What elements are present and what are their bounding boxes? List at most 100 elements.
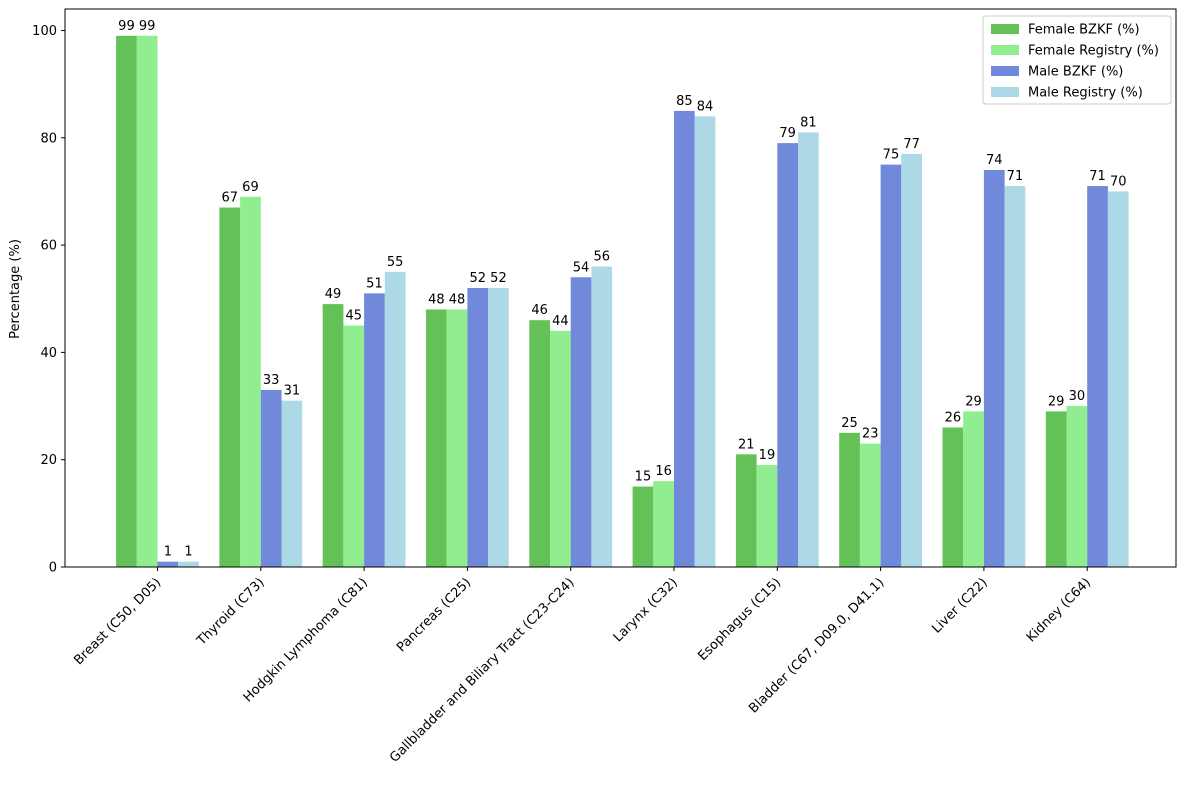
x-tick-label-4: Gallbladder and Biliary Tract (C23-C24) bbox=[387, 575, 577, 765]
x-tick-label-9: Kidney (C64) bbox=[1024, 575, 1094, 645]
bar-2-2 bbox=[240, 196, 261, 568]
bar-2-6 bbox=[653, 481, 674, 567]
value-label-3-10: 71 bbox=[1089, 169, 1106, 184]
bar-2-1 bbox=[136, 35, 158, 567]
value-label-3-1: 1 bbox=[164, 545, 172, 560]
bar-3-5 bbox=[570, 277, 592, 567]
y-tick-label-5: 100 bbox=[32, 24, 57, 39]
legend-swatch-1 bbox=[991, 24, 1019, 34]
bar-3-6 bbox=[674, 110, 695, 567]
value-label-2-2: 69 bbox=[242, 180, 259, 195]
value-label-3-3: 51 bbox=[366, 276, 383, 291]
value-label-2-8: 23 bbox=[862, 427, 879, 442]
bar-1-6 bbox=[632, 486, 654, 567]
bar-2-9 bbox=[963, 411, 984, 567]
bar-1-5 bbox=[529, 320, 550, 567]
x-tick-label-6: Esophagus (C15) bbox=[695, 575, 784, 664]
value-label-2-9: 29 bbox=[965, 394, 982, 409]
legend-label-3: Male BZKF (%) bbox=[1028, 65, 1123, 80]
y-tick-label-4: 80 bbox=[40, 131, 57, 146]
bar-1-9 bbox=[942, 427, 964, 567]
bar-4-4 bbox=[488, 288, 509, 567]
bars-layer bbox=[116, 35, 1129, 568]
value-label-1-3: 49 bbox=[325, 287, 342, 302]
bar-1-10 bbox=[1045, 411, 1067, 567]
value-label-1-7: 21 bbox=[738, 437, 755, 452]
value-label-3-4: 52 bbox=[469, 271, 486, 286]
value-label-1-10: 29 bbox=[1048, 394, 1065, 409]
value-label-1-6: 15 bbox=[635, 470, 652, 485]
value-label-3-5: 54 bbox=[573, 260, 590, 275]
bar-4-9 bbox=[1004, 186, 1026, 567]
x-tick-label-8: Liver (C22) bbox=[929, 575, 990, 636]
value-label-1-8: 25 bbox=[841, 416, 858, 431]
bar-2-8 bbox=[859, 443, 881, 567]
legend-swatch-2 bbox=[991, 45, 1019, 55]
bar-3-3 bbox=[364, 293, 385, 567]
bar-4-10 bbox=[1107, 191, 1129, 568]
bar-4-6 bbox=[694, 116, 716, 567]
bar-3-4 bbox=[467, 288, 489, 567]
value-label-2-5: 44 bbox=[552, 314, 569, 329]
value-label-4-5: 56 bbox=[593, 250, 610, 265]
bar-3-10 bbox=[1087, 186, 1108, 567]
bar-4-7 bbox=[798, 132, 819, 567]
y-tick-label-3: 60 bbox=[40, 239, 57, 254]
value-label-2-3: 45 bbox=[345, 309, 362, 324]
value-label-4-10: 70 bbox=[1110, 174, 1127, 189]
value-label-4-4: 52 bbox=[490, 271, 507, 286]
value-label-3-7: 79 bbox=[779, 126, 796, 141]
value-label-3-8: 75 bbox=[883, 148, 900, 163]
value-label-3-2: 33 bbox=[263, 373, 280, 388]
bar-1-4 bbox=[426, 309, 447, 567]
plot-frame bbox=[64, 8, 1177, 568]
value-label-3-9: 74 bbox=[986, 153, 1003, 168]
value-label-1-1: 99 bbox=[118, 19, 135, 34]
value-label-2-7: 19 bbox=[759, 448, 776, 463]
value-label-2-4: 48 bbox=[449, 292, 466, 307]
bar-4-3 bbox=[384, 271, 406, 567]
bar-1-2 bbox=[219, 207, 241, 567]
legend-swatch-4 bbox=[991, 87, 1019, 97]
value-label-2-1: 99 bbox=[139, 19, 156, 34]
y-tick-label-1: 20 bbox=[40, 453, 57, 468]
bar-1-8 bbox=[839, 432, 860, 567]
value-label-4-6: 84 bbox=[697, 99, 714, 114]
bar-4-2 bbox=[281, 400, 303, 567]
x-tick-label-5: Larynx (C32) bbox=[611, 575, 681, 645]
bar-1-7 bbox=[735, 454, 757, 567]
bar-4-8 bbox=[901, 153, 922, 567]
value-label-1-9: 26 bbox=[945, 411, 962, 426]
bar-1-3 bbox=[322, 304, 344, 567]
bar-3-9 bbox=[983, 169, 1005, 567]
value-label-4-9: 71 bbox=[1007, 169, 1024, 184]
bar-3-2 bbox=[260, 389, 282, 567]
x-tick-label-1: Thyroid (C73) bbox=[194, 575, 268, 649]
x-tick-label-0: Breast (C50, D05) bbox=[71, 575, 164, 668]
bar-3-1 bbox=[157, 561, 179, 567]
value-label-2-6: 16 bbox=[655, 464, 672, 479]
value-label-4-8: 77 bbox=[903, 137, 920, 152]
y-axis-label: Percentage (%) bbox=[8, 239, 23, 339]
bar-2-3 bbox=[343, 325, 365, 567]
value-label-1-5: 46 bbox=[531, 303, 548, 318]
value-label-4-2: 31 bbox=[284, 384, 301, 399]
legend-box bbox=[982, 15, 1172, 105]
value-label-4-3: 55 bbox=[387, 255, 404, 270]
value-label-3-6: 85 bbox=[676, 94, 693, 109]
bar-4-1 bbox=[178, 561, 199, 567]
bar-4-5 bbox=[591, 266, 613, 567]
bar-2-10 bbox=[1066, 406, 1088, 567]
legend-label-2: Female Registry (%) bbox=[1028, 44, 1159, 59]
bar-2-7 bbox=[756, 465, 778, 567]
legend: Female BZKF (%) Female Registry (%) Male B… bbox=[982, 15, 1172, 105]
bar-2-4 bbox=[446, 309, 468, 567]
legend-swatch-3 bbox=[991, 66, 1019, 76]
value-label-1-2: 67 bbox=[221, 191, 238, 206]
value-label-4-1: 1 bbox=[184, 545, 192, 560]
legend-label-1: Female BZKF (%) bbox=[1028, 23, 1140, 38]
bar-3-8 bbox=[880, 164, 902, 567]
y-tick-label-2: 40 bbox=[40, 346, 57, 361]
